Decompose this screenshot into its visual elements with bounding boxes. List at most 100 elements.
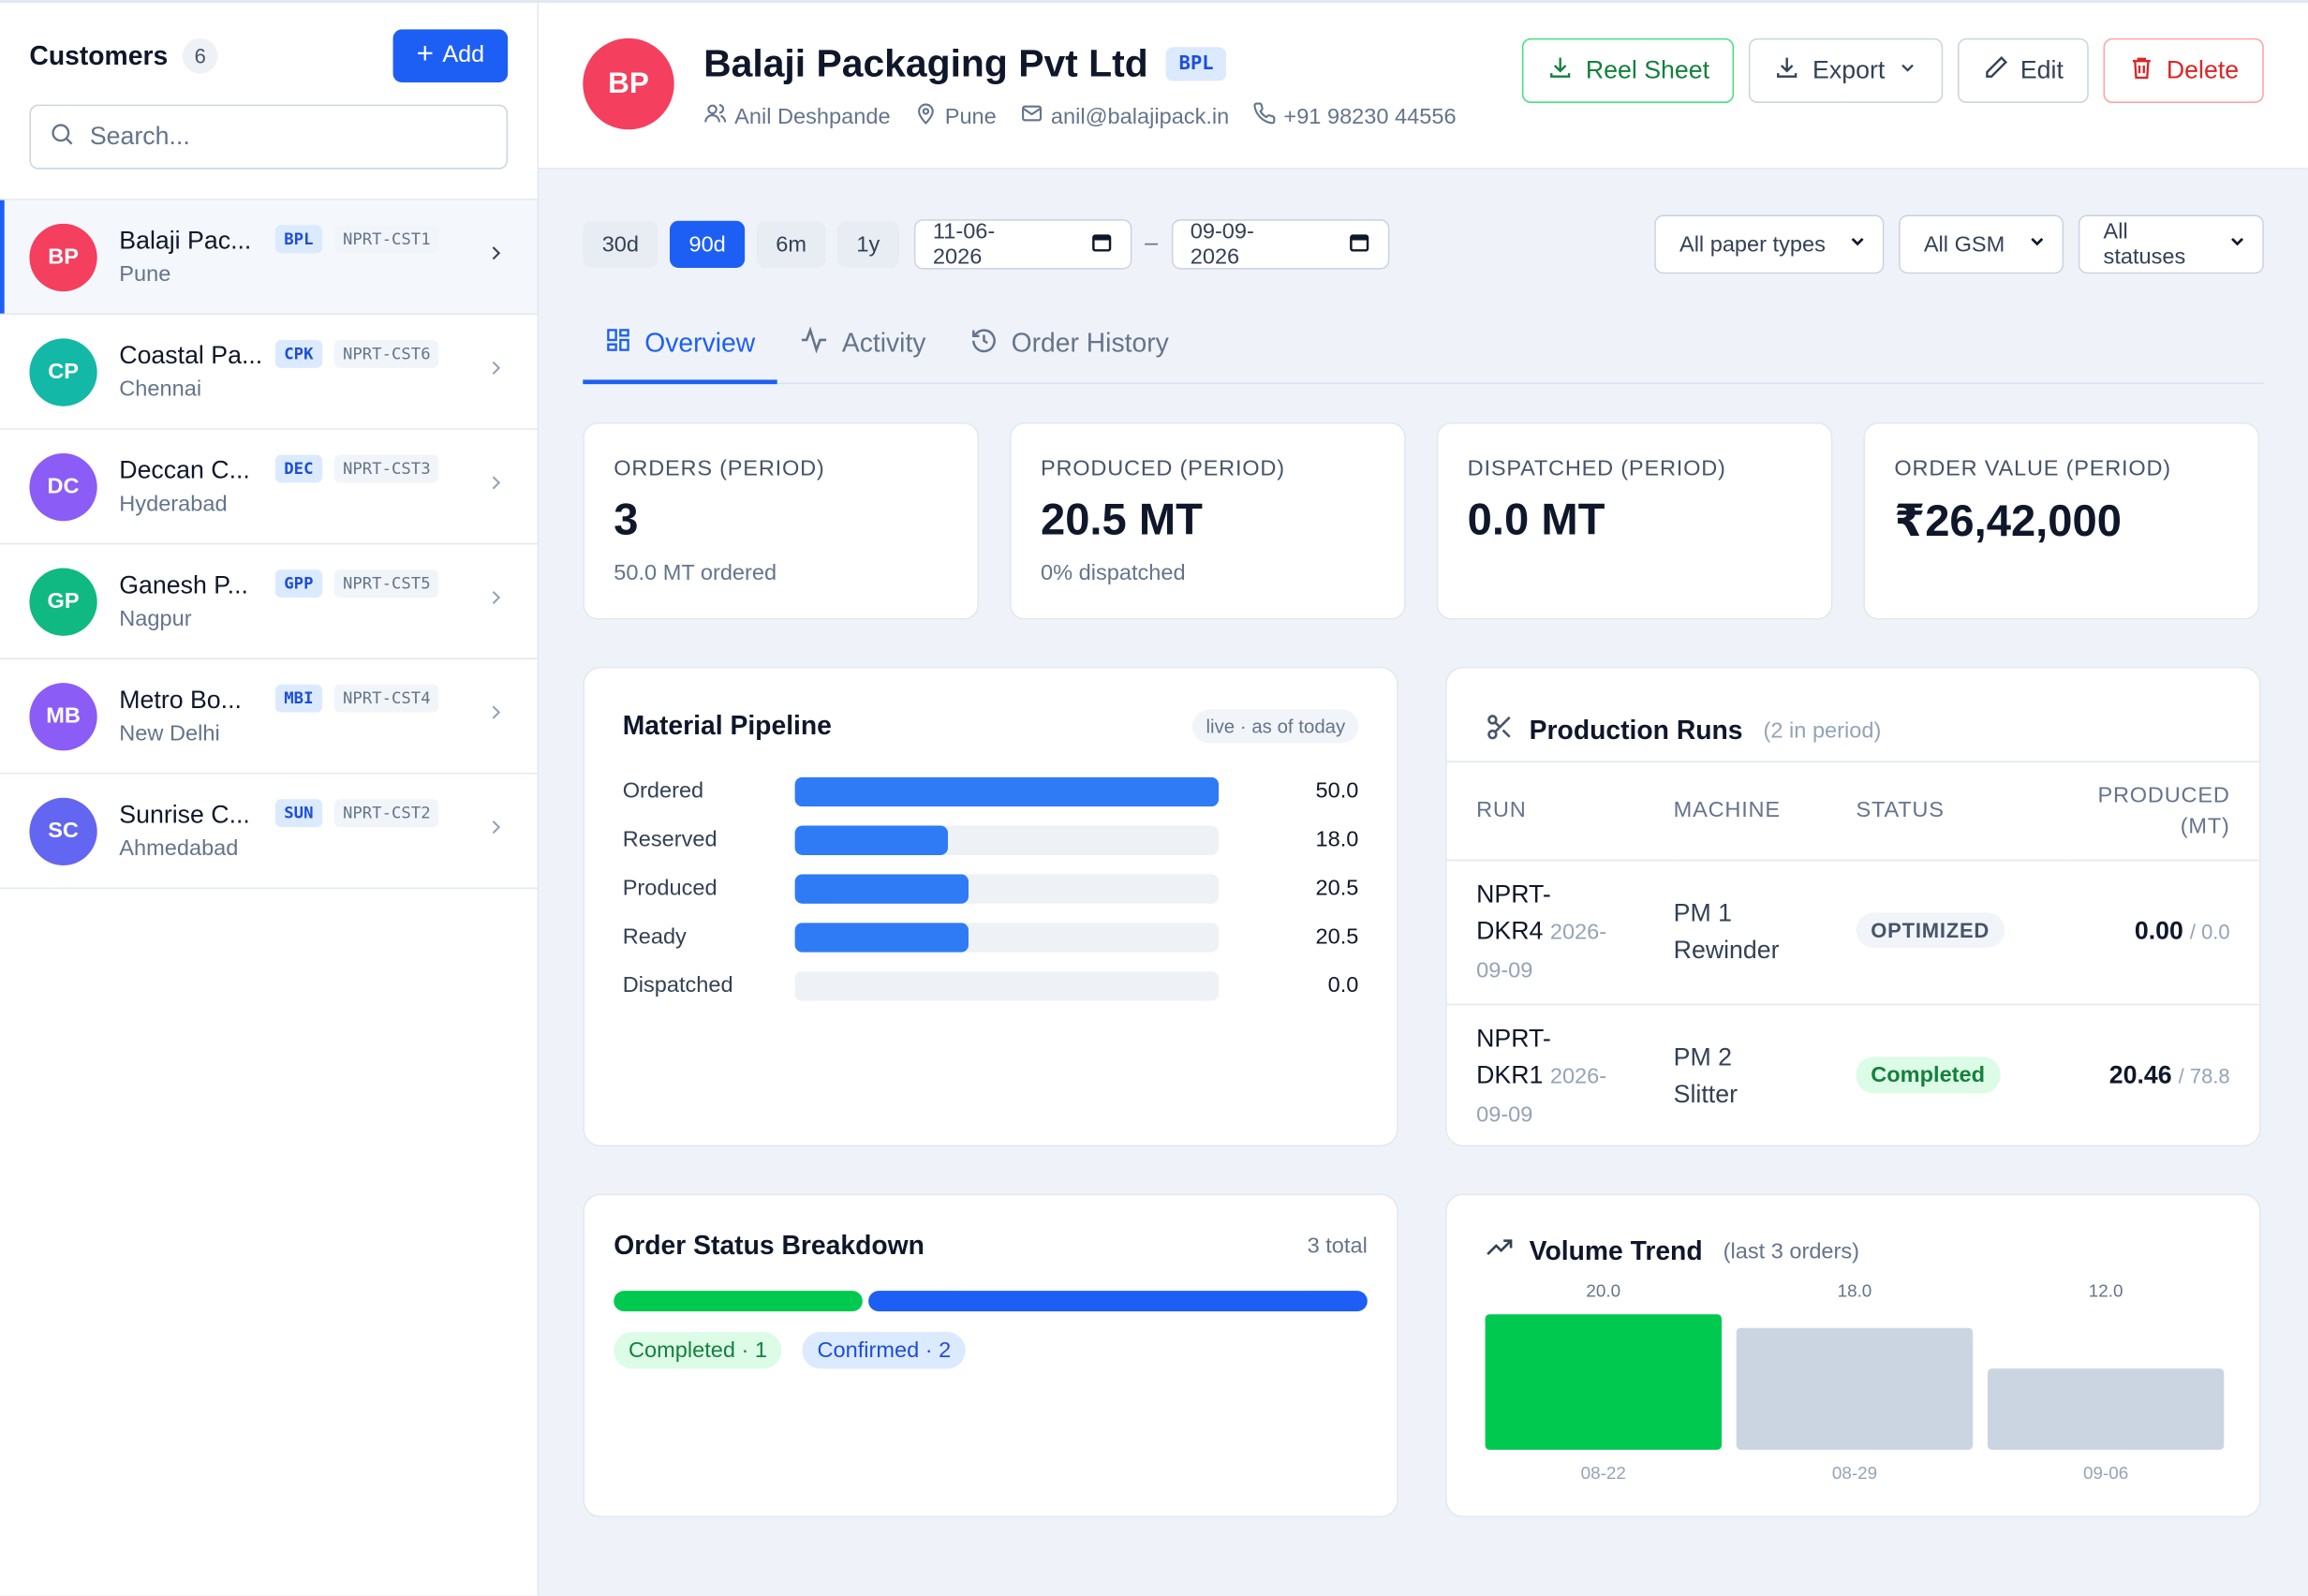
customer-list-item[interactable]: CP Coastal Pa... Chennai CPK NPRT-CST6 bbox=[0, 315, 538, 430]
table-row[interactable]: NPRT- DKR4 2026- 09-09 PM 1 Rewinder OPT… bbox=[1446, 859, 2260, 1005]
kpi-value: 20.5 MT bbox=[1040, 495, 1203, 545]
search-input[interactable] bbox=[89, 122, 489, 152]
status-chip: Completed · 1 bbox=[614, 1332, 782, 1369]
date-from-input[interactable]: 11-06-2026 bbox=[913, 219, 1132, 270]
customer-avatar: BP bbox=[583, 37, 674, 130]
customer-header: BP Balaji Packaging Pvt Ltd BPL Anil Des… bbox=[539, 3, 2308, 170]
grid-icon bbox=[605, 327, 631, 361]
export-button[interactable]: Export bbox=[1749, 37, 1943, 103]
status-badge: Completed bbox=[1856, 1057, 2000, 1094]
customer-list-item[interactable]: BP Balaji Pac... Pune BPL NPRT-CST1 bbox=[0, 200, 538, 316]
customer-city: Nagpur bbox=[119, 606, 192, 632]
pipeline-label: Reserved bbox=[622, 827, 718, 852]
run-date-a: 2026- bbox=[1549, 919, 1607, 945]
tab-activity[interactable]: Activity bbox=[777, 307, 948, 384]
pipeline-title: Material Pipeline bbox=[622, 710, 832, 741]
customer-code-tag: NPRT-CST3 bbox=[333, 454, 440, 483]
kpi-card: PRODUCED (PERIOD) 20.5 MT 0% dispatched bbox=[1009, 421, 1406, 620]
customer-list-item[interactable]: MB Metro Bo... New Delhi MBI NPRT-CST4 bbox=[0, 658, 538, 775]
tab-activity-label: Activity bbox=[841, 328, 926, 358]
gsm-select[interactable]: All GSM bbox=[1899, 214, 2064, 274]
run-date-b: 09-09 bbox=[1476, 1101, 1533, 1128]
range-pill-1y[interactable]: 1y bbox=[836, 220, 899, 268]
run-date-a: 2026- bbox=[1549, 1063, 1607, 1089]
export-label: Export bbox=[1812, 55, 1886, 84]
customer-name: Ganesh P... bbox=[119, 570, 248, 599]
edit-button[interactable]: Edit bbox=[1957, 37, 2089, 103]
pipeline-rows: Ordered 50.0 Reserved 18.0 Produced 20.5 Ready… bbox=[622, 767, 1359, 1010]
chevron-right-icon bbox=[484, 816, 508, 847]
reel-sheet-button[interactable]: Reel Sheet bbox=[1522, 37, 1735, 103]
customer-info: Metro Bo... New Delhi bbox=[119, 686, 266, 746]
add-customer-button[interactable]: + Add bbox=[392, 29, 509, 82]
pipeline-track bbox=[794, 824, 1220, 855]
kpi-subtext: 50.0 MT ordered bbox=[614, 560, 777, 586]
status-badge: OPTIMIZED bbox=[1856, 912, 2005, 948]
order-status-title: Order Status Breakdown bbox=[614, 1230, 925, 1261]
pipeline-label: Dispatched bbox=[622, 972, 733, 998]
col-status: STATUS bbox=[1856, 761, 2069, 861]
sidebar-header: Customers 6 + Add bbox=[0, 3, 538, 200]
customer-info: Balaji Pac... Pune bbox=[119, 227, 266, 287]
table-row[interactable]: NPRT- DKR1 2026- 09-09 PM 2 Slitter Comp… bbox=[1447, 1004, 2259, 1145]
map-pin-icon bbox=[914, 101, 938, 130]
customer-list-item[interactable]: DC Deccan C... Hyderabad DEC NPRT-CST3 bbox=[0, 429, 538, 545]
customer-city: Chennai bbox=[119, 377, 202, 402]
city-text: Pune bbox=[944, 103, 997, 129]
pipeline-value: 0.0 bbox=[1327, 972, 1359, 998]
live-badge: live · as of today bbox=[1192, 709, 1359, 744]
search-box[interactable] bbox=[29, 104, 509, 170]
kpi-card: ORDER VALUE (PERIOD) ₹26,42,000 bbox=[1863, 421, 2260, 620]
tab-overview[interactable]: Overview bbox=[583, 307, 777, 385]
pipeline-row: Dispatched 0.0 bbox=[622, 961, 1359, 1010]
kpi-label: DISPATCHED (PERIOD) bbox=[1467, 456, 1726, 481]
pipeline-track bbox=[794, 873, 1220, 904]
delete-button[interactable]: Delete bbox=[2103, 37, 2264, 103]
user-icon bbox=[703, 101, 727, 130]
customer-name: Sunrise C... bbox=[119, 800, 250, 829]
run-id-a: NPRT- bbox=[1476, 879, 1551, 908]
customer-email[interactable]: anil@balajipack.in bbox=[1020, 101, 1229, 130]
paper-type-select[interactable]: All paper types bbox=[1654, 214, 1885, 274]
machine-cell: PM 1 Rewinder bbox=[1673, 859, 1857, 1005]
customer-phone[interactable]: +91 98230 44556 bbox=[1252, 101, 1457, 130]
customer-list: BP Balaji Pac... Pune BPL NPRT-CST1 CP Coastal… bbox=[0, 200, 538, 1596]
col-produced-label: PRODUCED (MT) bbox=[2097, 782, 2230, 839]
customer-city: New Delhi bbox=[119, 720, 220, 746]
status-segment-bar bbox=[614, 1291, 1368, 1312]
tab-order-history[interactable]: Order History bbox=[948, 307, 1191, 384]
gsm-value: All GSM bbox=[1923, 231, 2005, 258]
sidebar-title: Customers bbox=[29, 40, 169, 70]
range-pills: 30d 90d 6m 1y bbox=[583, 220, 899, 268]
customer-code-tag: NPRT-CST5 bbox=[333, 569, 440, 598]
range-pill-30d[interactable]: 30d bbox=[583, 220, 658, 268]
customer-name: Coastal Pa... bbox=[119, 341, 263, 370]
material-pipeline-card: Material Pipeline live · as of today Ord… bbox=[583, 666, 1398, 1147]
pencil-icon bbox=[1982, 53, 2008, 87]
chevron-right-icon bbox=[484, 585, 508, 616]
customer-list-item[interactable]: GP Ganesh P... Nagpur GPP NPRT-CST5 bbox=[0, 544, 538, 659]
kpi-value: 3 bbox=[614, 495, 639, 545]
customer-info: Ganesh P... Nagpur bbox=[119, 571, 266, 631]
customer-name: Metro Bo... bbox=[119, 686, 242, 715]
scissors-icon bbox=[1486, 713, 1515, 749]
customer-avatar: DC bbox=[29, 452, 97, 521]
range-pill-6m[interactable]: 6m bbox=[756, 220, 826, 268]
customer-info: Coastal Pa... Chennai bbox=[119, 342, 266, 402]
run-date-b: 09-09 bbox=[1476, 957, 1533, 983]
chevron-right-icon bbox=[484, 242, 508, 273]
customer-abbr-tag: MBI bbox=[274, 684, 322, 713]
customer-city: Ahmedabad bbox=[119, 835, 239, 862]
status-select[interactable]: All statuses bbox=[2078, 214, 2264, 274]
trend-title: Volume Trend bbox=[1529, 1235, 1703, 1266]
machine-cell: PM 2 Slitter bbox=[1674, 1004, 1857, 1145]
col-run: RUN bbox=[1446, 761, 1674, 861]
customer-info: Sunrise C... Ahmedabad bbox=[119, 801, 266, 861]
customer-abbr-badge: BPL bbox=[1165, 47, 1227, 81]
customer-location: Pune bbox=[914, 101, 997, 130]
customer-list-item[interactable]: SC Sunrise C... Ahmedabad SUN NPRT-CST2 bbox=[0, 774, 538, 890]
date-to-input[interactable]: 09-09-2026 bbox=[1171, 219, 1389, 270]
range-pill-90d[interactable]: 90d bbox=[670, 220, 746, 268]
customer-name: Balaji Packaging Pvt Ltd bbox=[703, 40, 1148, 86]
trend-bar bbox=[1987, 1368, 2225, 1450]
